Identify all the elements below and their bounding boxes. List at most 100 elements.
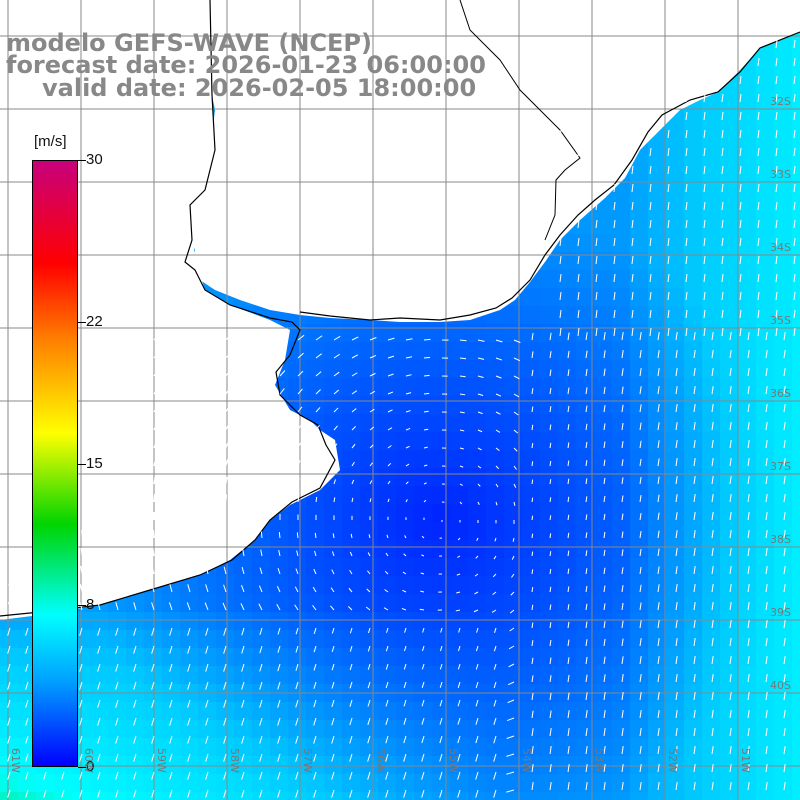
wind-vector [457,681,461,688]
wind-vector [116,566,119,575]
wind-speed-cell [738,72,756,90]
wind-speed-cell [252,738,270,756]
wind-vector [366,588,371,593]
wind-vector [169,645,173,654]
wind-speed-cell [414,558,432,576]
wind-vector [151,663,155,672]
wind-speed-cell [378,486,396,504]
wind-speed-cell [306,612,324,630]
wind-speed-cell [720,270,738,288]
wind-vector [631,39,634,49]
wind-speed-cell [468,450,486,468]
wind-speed-cell [378,342,396,360]
wind-vector [559,93,562,103]
wind-vector [404,535,407,539]
wind-vector [729,728,732,737]
wind-vector [241,567,245,575]
wind-vector [403,553,407,557]
wind-vector [241,735,245,744]
wind-vector [675,764,678,773]
wind-vector [25,753,29,762]
wind-vector [595,327,598,337]
wind-speed-cell [648,558,666,576]
wind-speed-cell [720,666,738,684]
wind-speed-cell [162,630,180,648]
wind-vector [187,566,191,575]
wind-vector [115,789,119,798]
wind-vector [457,735,461,744]
wind-vector [631,75,634,85]
wind-speed-cell [414,774,432,792]
colorbar-tick-label: 22 [86,312,103,330]
wind-vector [703,255,706,265]
wind-speed-cell [648,252,666,270]
wind-speed-cell [252,756,270,774]
wind-vector [685,309,688,319]
wind-vector [207,368,213,377]
wind-vector [477,375,484,378]
wind-vector [477,429,483,433]
wind-vector [603,585,606,593]
wind-vector [258,603,263,611]
wind-speed-cell [234,666,252,684]
wind-vector [261,423,266,431]
wind-speed-cell [144,756,162,774]
wind-speed-cell [648,612,666,630]
wind-vector [567,568,570,575]
wind-vector [279,459,283,467]
wind-speed-cell [666,504,684,522]
wind-vector [631,57,634,67]
wind-vector [333,461,337,467]
wind-speed-cell [378,756,396,774]
wind-speed-cell [630,378,648,396]
wind-vector [205,717,209,726]
wind-speed-cell [486,648,504,666]
wind-speed-cell [378,522,396,540]
wind-vector [595,111,598,121]
wind-speed-cell [594,432,612,450]
wind-vector [508,663,515,668]
wind-speed-cell [774,738,792,756]
wind-speed-cell [792,630,800,648]
wind-vector [279,370,286,377]
longitude-label: 60W [82,748,95,773]
wind-vector [585,568,588,575]
wind-vector [507,717,515,722]
wind-speed-cell [90,612,108,630]
wind-vector [531,640,534,647]
wind-vector [775,129,778,139]
wind-speed-cell [342,720,360,738]
wind-vector [613,93,616,103]
wind-vector [739,327,742,337]
wind-vector [739,291,742,301]
wind-vector [312,604,317,611]
wind-vector [223,627,227,636]
wind-vector [739,273,742,283]
wind-vector [621,585,624,593]
wind-vector [775,237,778,247]
wind-speed-cell [702,468,720,486]
wind-speed-cell [360,504,378,522]
wind-speed-cell [792,36,800,54]
wind-speed-cell [342,540,360,558]
wind-vector [531,369,534,377]
wind-speed-cell [738,738,756,756]
wind-speed-cell [648,792,666,800]
wind-speed-cell [774,72,792,90]
wind-vector [639,458,642,467]
wind-vector [439,753,443,762]
wind-speed-cell [594,522,612,540]
colorbar-tick-label: 30 [86,151,103,168]
wind-speed-cell [252,540,270,558]
wind-speed-cell [558,666,576,684]
wind-vector [511,555,515,560]
wind-speed-cell [360,432,378,450]
wind-vector [423,482,427,485]
wind-vector [703,237,706,247]
wind-vector [729,476,732,485]
wind-vector [369,390,376,395]
wind-speed-cell [738,180,756,198]
wind-vector [549,639,552,647]
wind-vector [493,771,497,780]
wind-vector [423,428,429,431]
